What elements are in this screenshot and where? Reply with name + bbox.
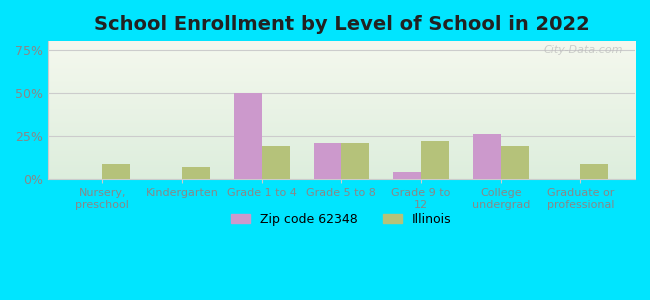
Legend: Zip code 62348, Illinois: Zip code 62348, Illinois (226, 208, 456, 231)
Bar (393, 172, 421, 179)
Bar (421, 141, 449, 179)
Title: School Enrollment by Level of School in 2022: School Enrollment by Level of School in … (94, 15, 590, 34)
Bar (262, 146, 290, 179)
Bar (103, 164, 130, 179)
Bar (500, 146, 528, 179)
Bar (473, 134, 500, 179)
Bar (182, 167, 210, 179)
Bar (580, 164, 608, 179)
Text: City-Data.com: City-Data.com (544, 45, 623, 55)
Bar (313, 143, 341, 179)
Bar (234, 93, 262, 179)
Bar (341, 143, 369, 179)
